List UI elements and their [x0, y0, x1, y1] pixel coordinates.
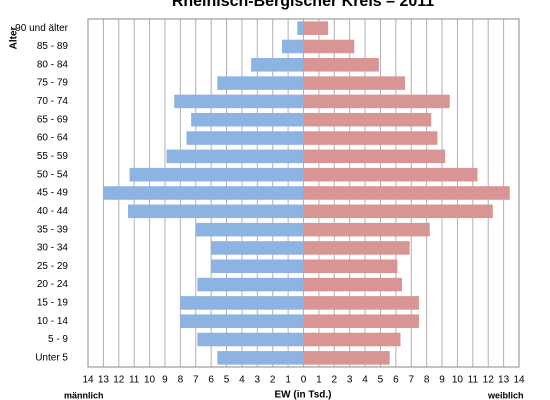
bar — [297, 21, 304, 35]
y-axis-label: Alter — [9, 27, 20, 50]
x-tick-label: 10 — [144, 375, 156, 386]
x-tick-label: 2 — [270, 375, 276, 386]
x-tick-label: 7 — [408, 375, 414, 386]
x-tick-label: 0 — [301, 375, 307, 386]
bar — [197, 332, 304, 347]
bar — [303, 277, 403, 292]
y-tick-label: 15 - 19 — [37, 298, 69, 309]
y-tick-label: 30 - 34 — [37, 243, 69, 254]
x-tick-label: 4 — [239, 375, 245, 386]
y-tick-label: 45 - 49 — [37, 188, 69, 199]
bar — [174, 94, 304, 109]
x-tick-label: 10 — [452, 375, 464, 386]
bar — [303, 58, 379, 72]
x-tick-label: 4 — [362, 375, 368, 386]
y-tick-label: 35 - 39 — [37, 224, 69, 235]
left-label: männlich — [64, 390, 104, 400]
bar — [303, 131, 438, 145]
bar — [195, 222, 304, 237]
bar — [251, 58, 304, 72]
bar — [166, 149, 304, 164]
bar — [281, 39, 304, 54]
bar — [303, 314, 419, 328]
x-tick-label: 9 — [162, 375, 168, 386]
x-tick-label: 6 — [208, 375, 214, 386]
x-tick-label: 3 — [255, 375, 261, 386]
x-axis-label: EW (in Tsd.) — [274, 390, 331, 400]
bar — [303, 222, 430, 237]
bar — [211, 259, 304, 274]
bar — [303, 296, 419, 310]
x-tick-label: 5 — [378, 375, 384, 386]
x-tick-label: 11 — [468, 375, 479, 386]
bar — [303, 149, 446, 164]
y-tick-label: 40 - 44 — [37, 206, 69, 217]
x-tick-label: 12 — [113, 375, 125, 386]
bar — [303, 204, 493, 219]
bar — [103, 186, 304, 200]
bar — [303, 112, 432, 127]
x-tick-label: 2 — [332, 375, 338, 386]
bar — [211, 241, 304, 255]
y-tick-label: 65 - 69 — [37, 114, 69, 125]
bar — [180, 314, 304, 328]
y-tick-label: 25 - 29 — [37, 261, 69, 272]
x-tick-label: 1 — [285, 375, 291, 386]
y-tick-label: 20 - 24 — [37, 279, 69, 290]
x-tick-label: 13 — [98, 375, 110, 386]
x-tick-label: 3 — [347, 375, 353, 386]
chart-title: Rheinisch-Bergischer Kreis – 2011 — [172, 0, 434, 10]
bar — [197, 277, 304, 292]
x-tick-label: 7 — [193, 375, 199, 386]
bar — [128, 204, 304, 219]
x-tick-label: 13 — [498, 375, 510, 386]
y-tick-label: 60 - 64 — [37, 133, 69, 144]
x-tick-label: 8 — [424, 375, 430, 386]
y-tick-label: 80 - 84 — [37, 59, 69, 70]
x-tick-label: 8 — [178, 375, 184, 386]
y-tick-label: 70 - 74 — [37, 96, 69, 107]
bar — [191, 112, 304, 127]
x-tick-label: 5 — [224, 375, 230, 386]
x-tick-label: 9 — [439, 375, 445, 386]
plot-frame — [87, 18, 520, 368]
bar — [217, 76, 304, 90]
bar — [303, 39, 355, 54]
y-tick-label: 90 und älter — [15, 23, 68, 34]
x-tick-label: 1 — [316, 375, 322, 386]
bar — [303, 186, 510, 200]
bar — [303, 76, 406, 90]
bar — [186, 131, 304, 145]
bar — [303, 259, 398, 274]
y-tick-label: 50 - 54 — [37, 169, 69, 180]
x-tick-label: 14 — [82, 375, 94, 386]
y-tick-label: 10 - 14 — [37, 316, 69, 327]
bar — [303, 167, 478, 182]
bar — [180, 296, 304, 310]
x-tick-label: 11 — [129, 375, 140, 386]
y-tick-label: 5 - 9 — [48, 334, 68, 345]
y-tick-label: Unter 5 — [35, 352, 68, 363]
bar — [303, 351, 390, 365]
right-label: weiblich — [487, 390, 524, 400]
bar — [303, 94, 450, 109]
x-tick-label: 14 — [513, 375, 525, 386]
bar — [303, 21, 329, 35]
bar — [129, 167, 304, 182]
y-tick-label: 85 - 89 — [37, 41, 69, 52]
x-tick-label: 12 — [483, 375, 495, 386]
bar — [303, 241, 410, 255]
y-tick-label: 55 - 59 — [37, 151, 69, 162]
bar — [303, 332, 401, 347]
y-tick-label: 75 - 79 — [37, 78, 69, 89]
x-tick-label: 6 — [393, 375, 399, 386]
bar — [217, 351, 304, 365]
